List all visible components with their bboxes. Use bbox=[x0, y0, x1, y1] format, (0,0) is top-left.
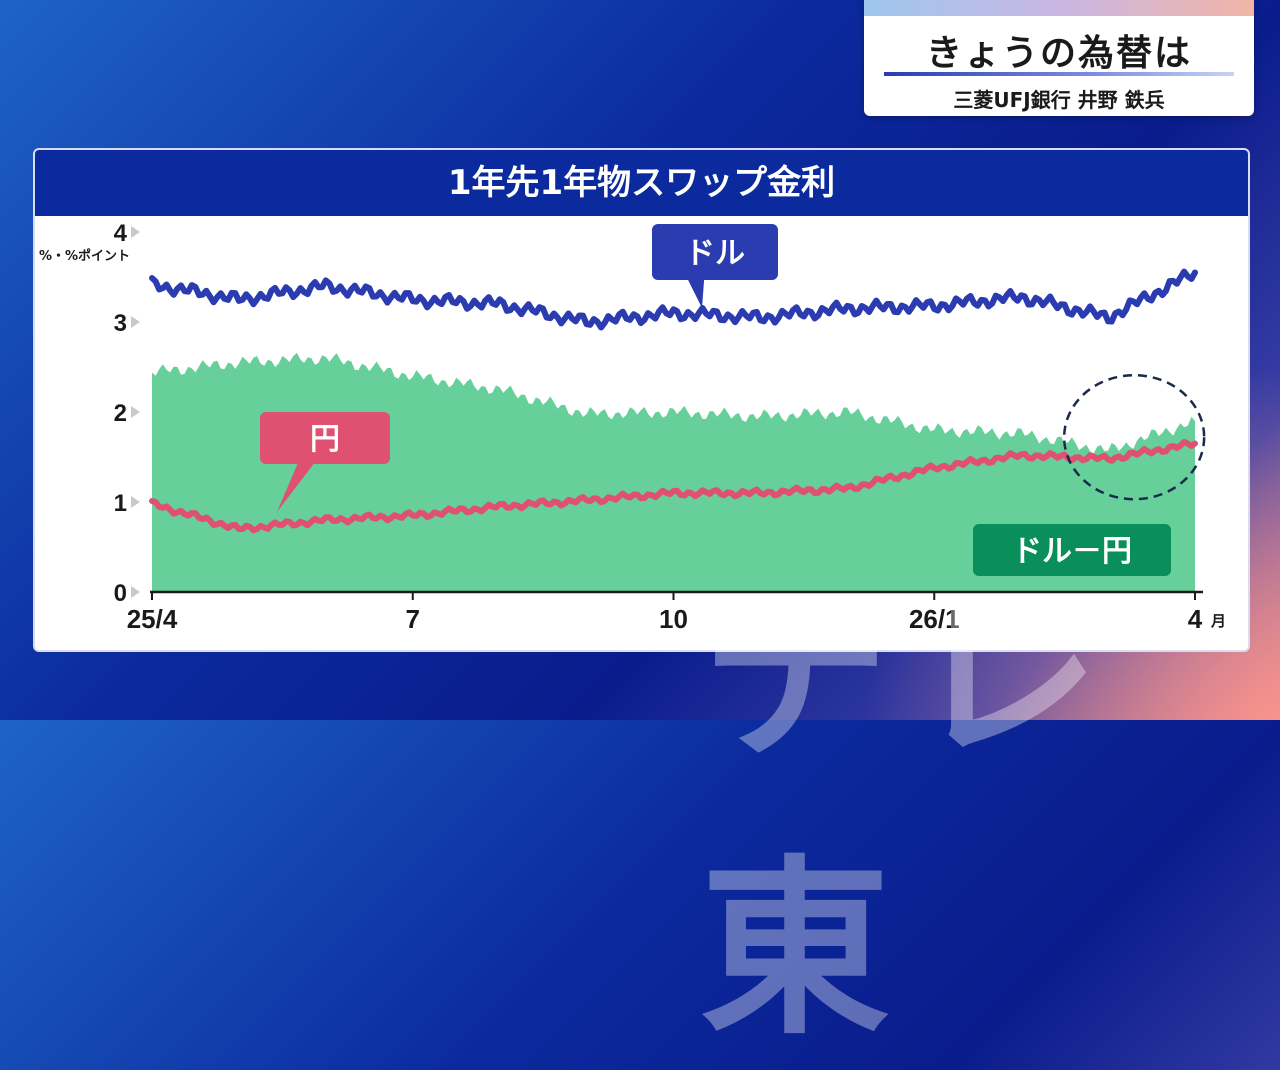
x-tick-label-1: 7 bbox=[406, 604, 420, 634]
y-tick-marker bbox=[131, 406, 140, 418]
label-spread-box bbox=[973, 524, 1171, 576]
series-line-usd bbox=[149, 268, 1198, 331]
label-usd-tail bbox=[688, 280, 705, 308]
label-usd-box bbox=[652, 224, 778, 280]
label-jpy-box bbox=[260, 412, 390, 464]
title-divider bbox=[884, 72, 1234, 76]
presenter-name: 三菱UFJ銀行 井野 鉄兵 bbox=[953, 88, 1165, 112]
chart-panel: 1年先1年物スワップ金利 0 1 2 3 4 %・%ポイント 25/4 7 10 26/1 4 月ドル… bbox=[33, 148, 1250, 652]
series-line-jpy bbox=[149, 438, 1198, 534]
label-jpy-tail bbox=[277, 464, 314, 512]
label-jpy: 円 bbox=[260, 412, 390, 512]
x-tick-label-3: 26/1 bbox=[909, 604, 960, 634]
title-card-topbar bbox=[864, 0, 1254, 16]
y-tick-label-4: 4 bbox=[114, 220, 128, 247]
title-card: きょうの為替は 三菱UFJ銀行 井野 鉄兵 bbox=[864, 0, 1254, 116]
y-tick-marker bbox=[131, 316, 140, 328]
y-tick-marker bbox=[131, 496, 140, 508]
program-title: きょうの為替は bbox=[925, 33, 1192, 74]
x-tick-label-0: 25/4 bbox=[127, 604, 178, 634]
label-spread: ドル－円 bbox=[973, 524, 1171, 576]
label-jpy-text: 円 bbox=[310, 422, 340, 457]
y-tick-label-0: 0 bbox=[114, 580, 127, 607]
x-tick-label-4: 4 bbox=[1188, 604, 1203, 634]
label-usd: ドル bbox=[652, 224, 778, 308]
chart-title: 1年先1年物スワップ金利 bbox=[35, 150, 1248, 216]
y-axis-label: %・%ポイント bbox=[39, 248, 130, 264]
label-spread-text: ドル－円 bbox=[1012, 534, 1132, 569]
highlight-circle bbox=[1062, 373, 1206, 501]
x-unit-label: 月 bbox=[1210, 612, 1226, 630]
label-usd-text: ドル bbox=[685, 236, 745, 271]
spread-area bbox=[152, 352, 1195, 592]
y-tick-label-2: 2 bbox=[114, 400, 127, 427]
x-tick-label-2: 10 bbox=[659, 604, 688, 634]
y-tick-marker bbox=[131, 226, 140, 238]
y-tick-marker bbox=[131, 586, 140, 598]
y-tick-label-1: 1 bbox=[114, 490, 127, 517]
y-tick-label-3: 3 bbox=[114, 310, 127, 337]
